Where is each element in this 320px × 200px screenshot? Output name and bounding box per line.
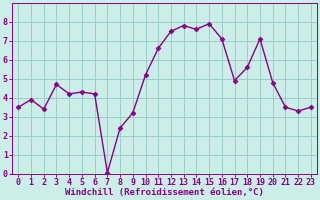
X-axis label: Windchill (Refroidissement éolien,°C): Windchill (Refroidissement éolien,°C) bbox=[65, 188, 264, 197]
